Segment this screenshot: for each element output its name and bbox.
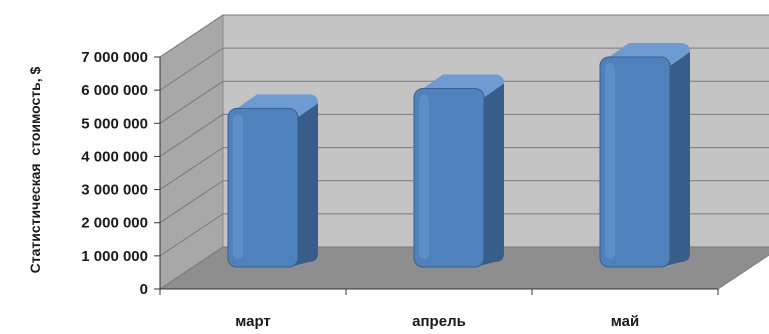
gridline xyxy=(159,14,769,58)
bar-front-face xyxy=(413,87,485,268)
bar xyxy=(599,43,690,268)
labels: 0 1 000 000 2 000 000 3 000 000 4 000 000 5 0… xyxy=(81,49,639,330)
x-category-label: май xyxy=(611,313,639,329)
y-tick-label: 3 000 000 xyxy=(81,182,148,199)
bar-highlight xyxy=(233,114,243,259)
gridline xyxy=(159,147,769,190)
gridline xyxy=(159,80,769,124)
bars xyxy=(227,43,690,268)
y-tick-label: 2 000 000 xyxy=(81,215,148,232)
y-tick-label: 1 000 000 xyxy=(81,248,148,265)
y-tick-label: 5 000 000 xyxy=(81,115,148,132)
axes xyxy=(154,56,719,295)
bar-top-face xyxy=(423,74,504,98)
bar-front-face xyxy=(227,107,299,268)
y-tick-label: 0 xyxy=(140,281,148,298)
x-category-label: март xyxy=(235,313,271,329)
gridline xyxy=(159,213,769,257)
gridline xyxy=(159,113,769,157)
y-axis-label: Статистическая стоимость, $ xyxy=(27,66,43,273)
bar-top-face xyxy=(609,43,690,66)
y-tick-label: 6 000 000 xyxy=(81,82,148,99)
bar-front-face xyxy=(599,56,671,268)
bar xyxy=(227,94,318,268)
y-tick-label: 7 000 000 xyxy=(81,49,148,66)
side-wall xyxy=(159,14,224,290)
y-tick-label: 4 000 000 xyxy=(81,148,148,165)
bar-highlight xyxy=(419,94,429,259)
bar xyxy=(413,74,504,268)
gridlines xyxy=(159,14,769,257)
bar-highlight xyxy=(605,63,615,259)
x-category-label: апрель xyxy=(412,313,466,329)
gridline xyxy=(159,180,769,224)
gridline xyxy=(159,47,769,91)
bar-top-face xyxy=(237,94,318,118)
